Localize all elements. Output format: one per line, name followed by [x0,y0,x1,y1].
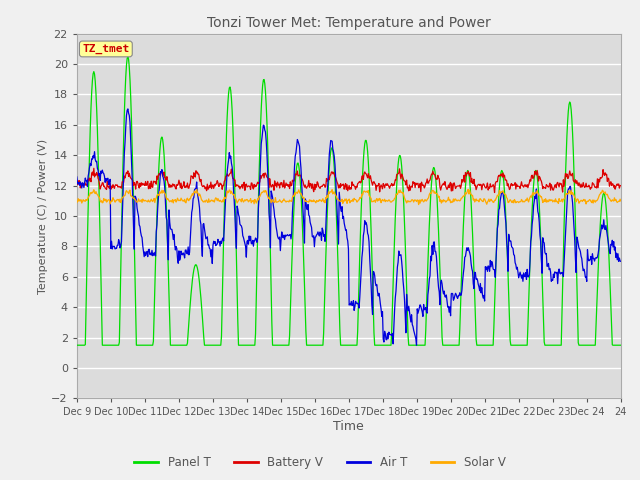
X-axis label: Time: Time [333,420,364,433]
Y-axis label: Temperature (C) / Power (V): Temperature (C) / Power (V) [38,138,49,294]
Legend: Panel T, Battery V, Air T, Solar V: Panel T, Battery V, Air T, Solar V [130,452,510,474]
Title: Tonzi Tower Met: Temperature and Power: Tonzi Tower Met: Temperature and Power [207,16,491,30]
Text: TZ_tmet: TZ_tmet [82,44,129,54]
